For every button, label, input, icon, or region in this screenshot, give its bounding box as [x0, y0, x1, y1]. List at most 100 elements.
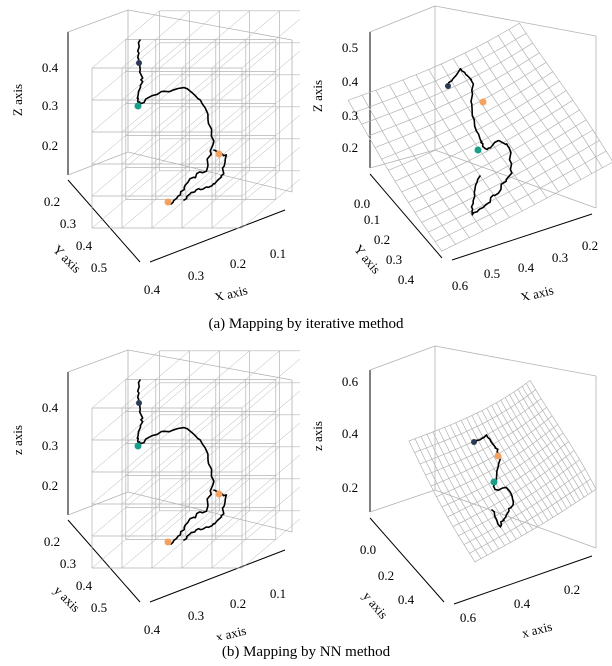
y-axis-label: y axis [360, 589, 391, 622]
z-tick-label: 0.4 [42, 400, 59, 415]
x-tick-label: 0.4 [514, 596, 531, 611]
grid-line [121, 382, 190, 441]
pane-edge [127, 9, 293, 41]
y-axis-line [67, 179, 141, 263]
y-tick-label: 0.5 [91, 260, 107, 275]
end-marker [215, 150, 223, 158]
pane-edge [369, 149, 436, 169]
caption-a: (a) Mapping by iterative method [208, 316, 404, 332]
grid-line [151, 74, 220, 133]
y-tick-label: 0.3 [60, 216, 76, 231]
trajectory-line [447, 67, 513, 216]
x-tick-label: 0.4 [144, 282, 161, 297]
grid-line [509, 394, 576, 504]
x-axis-line [451, 213, 593, 261]
x-axis-line [453, 555, 593, 605]
grid-line [455, 422, 523, 537]
grid-line [121, 42, 190, 101]
grid-line [91, 10, 160, 69]
grid-line [181, 74, 250, 133]
pane-edge [67, 151, 129, 176]
z-tick-label: 0.3 [342, 108, 358, 123]
x-tick-label: 0.2 [230, 256, 246, 271]
grid-line [401, 99, 574, 193]
caption-b: (b) Mapping by NN method [221, 644, 391, 660]
y-tick-label: 0.0 [354, 196, 370, 211]
pane-edge [369, 5, 436, 33]
pane-edge [434, 149, 597, 209]
x-axis-label: x axis [214, 623, 247, 640]
trajectory-line [475, 434, 515, 528]
grid-line [211, 10, 280, 69]
y-tick-label: 0.3 [60, 556, 76, 571]
z-tick-label: 0.2 [42, 138, 58, 153]
grid-line [211, 382, 280, 441]
y-tick-label: 0.2 [378, 568, 394, 583]
grid-line [181, 382, 250, 441]
grid-line [354, 32, 527, 113]
grid-line [476, 46, 571, 186]
grid-line [241, 422, 300, 473]
pane-edge [369, 489, 436, 513]
top-marker [471, 439, 477, 445]
grid-line [529, 380, 597, 490]
grid-line [241, 178, 300, 229]
y-tick-label: 0.1 [364, 212, 380, 227]
grid-line [181, 446, 250, 505]
z-tick-label: 0.4 [42, 60, 59, 75]
y-tick-label: 0.3 [386, 252, 402, 267]
x-tick-label: 0.1 [270, 586, 286, 601]
grid-line [241, 82, 300, 133]
top-marker [136, 400, 142, 406]
x-tick-label: 0.2 [582, 238, 598, 253]
grid-line [449, 424, 517, 540]
grid-line [151, 414, 220, 473]
grid-line [389, 84, 484, 232]
grid-line [241, 18, 300, 69]
grid-line [487, 41, 582, 180]
grid-line [241, 454, 300, 505]
y-tick-label: 0.4 [398, 592, 415, 607]
grid-line [211, 478, 280, 537]
grid-line [414, 438, 482, 559]
pane-edge [67, 349, 129, 373]
y-tick-label: 0.4 [398, 272, 415, 287]
grid-line [241, 518, 300, 569]
grid-line [519, 22, 612, 162]
x-tick-label: 0.3 [188, 608, 204, 623]
z-tick-label: 0.2 [342, 140, 358, 155]
grid-line [500, 399, 568, 509]
grid-line [241, 358, 300, 409]
grid-line [521, 385, 589, 495]
grid-line [151, 10, 220, 69]
end-marker [479, 98, 487, 106]
top-marker [445, 83, 451, 89]
grid-line [441, 432, 564, 508]
start-marker [490, 478, 498, 486]
grid-line [241, 486, 300, 537]
grid-line [241, 114, 300, 165]
grid-line [504, 397, 572, 506]
grid-line [495, 402, 563, 512]
y-tick-label: 0.4 [76, 238, 93, 253]
grid-line [402, 79, 497, 225]
z-tick-label: 0.2 [342, 480, 358, 495]
start-marker [474, 146, 482, 154]
pane-edge [67, 9, 129, 33]
pane-edge [127, 349, 293, 381]
x-axis-label: x axis [520, 619, 553, 640]
x-tick-label: 0.4 [144, 622, 161, 637]
grid-line [211, 42, 280, 101]
grid-line [121, 10, 190, 69]
x-tick-label: 0.6 [460, 610, 477, 625]
grid-line [481, 410, 549, 521]
z-tick-label: 0.6 [342, 374, 359, 389]
x-axis-label: X axis [519, 282, 555, 300]
x-tick-label: 0.2 [230, 596, 246, 611]
grid-line [452, 58, 548, 199]
trajectory-line [183, 149, 228, 201]
z-tick-label: 0.3 [42, 98, 58, 113]
